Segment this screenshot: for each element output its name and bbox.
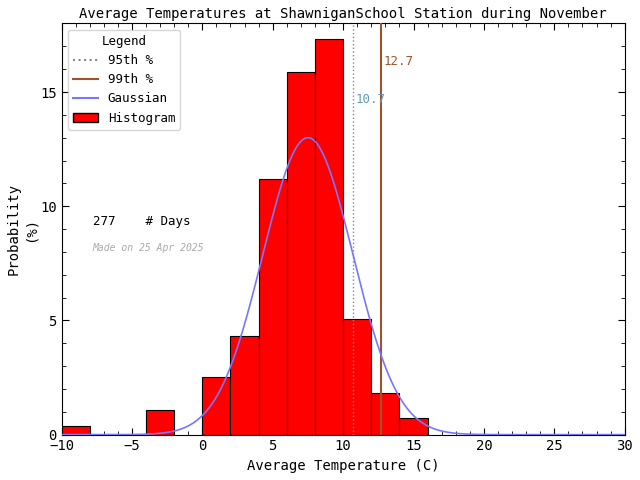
Text: Made on 25 Apr 2025: Made on 25 Apr 2025 [93,243,204,253]
Legend: 95th %, 99th %, Gaussian, Histogram: 95th %, 99th %, Gaussian, Histogram [68,30,180,130]
Text: 277    # Days: 277 # Days [93,215,190,228]
Bar [399,418,428,434]
Bar [61,426,90,434]
Bar [230,336,259,434]
Bar [146,410,174,434]
Bar [343,319,371,434]
Text: 12.7: 12.7 [383,55,413,68]
X-axis label: Average Temperature (C): Average Temperature (C) [247,459,440,473]
Bar [202,377,230,434]
Y-axis label: Probability
(%): Probability (%) [7,183,37,275]
Bar [287,72,315,434]
Title: Average Temperatures at ShawniganSchool Station during November: Average Temperatures at ShawniganSchool … [79,7,607,21]
Bar [259,179,287,434]
Text: 10.7: 10.7 [355,94,385,107]
Bar [371,393,399,434]
Bar [315,39,343,434]
